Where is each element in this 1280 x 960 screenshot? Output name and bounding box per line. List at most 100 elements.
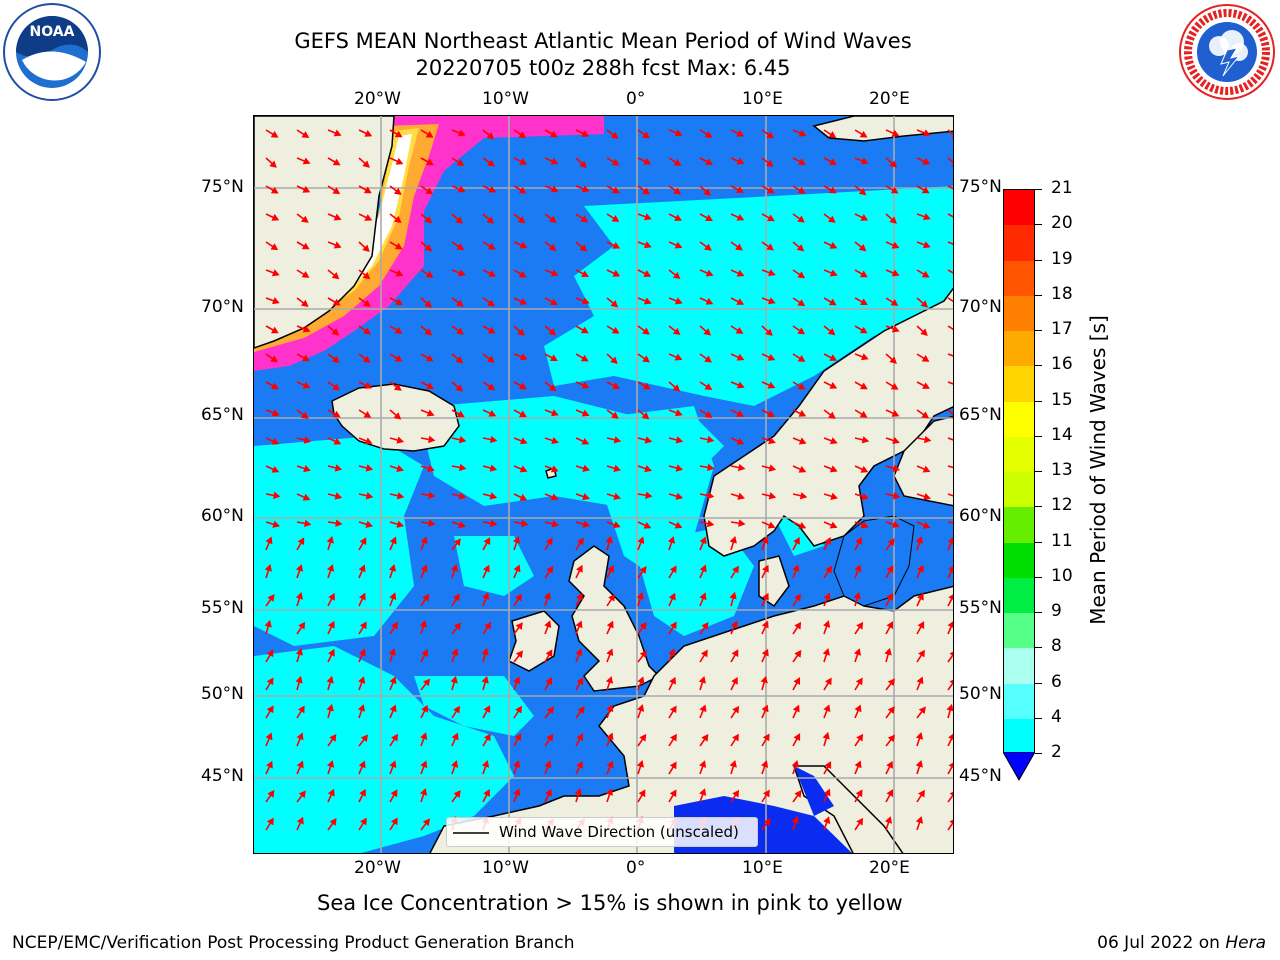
wave-direction-arrowhead	[295, 564, 304, 572]
wave-direction-arrowhead	[425, 270, 434, 278]
wave-direction-arrowhead	[270, 326, 279, 334]
wave-direction-arrowhead	[704, 243, 712, 251]
wave-direction-arrowhead	[761, 648, 769, 657]
wave-direction-arrowhead	[579, 160, 587, 168]
wave-direction-arrowhead	[545, 677, 553, 685]
colorbar-tick-label: 15	[1051, 389, 1073, 410]
wave-direction-arrowhead	[422, 678, 431, 687]
wave-direction-arrowhead	[421, 704, 428, 713]
wave-direction-arrowhead	[550, 465, 559, 473]
wave-direction-arrow	[947, 185, 953, 190]
wave-direction-arrowhead	[736, 186, 744, 193]
wave-direction-arrowhead	[794, 790, 802, 798]
wave-direction-arrowhead	[360, 734, 369, 743]
wave-direction-arrowhead	[420, 536, 428, 545]
colorbar-band	[1004, 683, 1034, 720]
wave-direction-arrowhead	[823, 788, 831, 797]
wave-direction-arrowhead	[272, 297, 280, 305]
wave-direction-arrowhead	[829, 521, 838, 529]
wave-direction-arrowhead	[641, 412, 650, 420]
wave-direction-arrowhead	[483, 789, 490, 797]
wave-direction-arrowhead	[797, 186, 806, 194]
wave-direction-arrowhead	[884, 647, 892, 656]
wave-direction-arrowhead	[333, 213, 342, 221]
wave-direction-arrowhead	[829, 158, 837, 166]
colorbar-extend-arrow	[1003, 752, 1035, 782]
wave-direction-arrowhead	[519, 353, 528, 361]
wave-direction-arrowhead	[551, 520, 560, 528]
wave-direction-arrowhead	[736, 157, 745, 165]
wave-direction-arrowhead	[892, 492, 901, 500]
wave-direction-arrowhead	[674, 409, 683, 417]
wave-direction-arrowhead	[453, 705, 461, 714]
wave-direction-arrowhead	[797, 382, 806, 390]
wave-direction-arrowhead	[362, 244, 370, 252]
wave-direction-arrowhead	[271, 213, 280, 221]
wave-direction-arrowhead	[890, 299, 899, 306]
colorbar-tick-label: 21	[1051, 178, 1073, 198]
wave-direction-arrowhead	[453, 790, 461, 798]
wave-direction-arrowhead	[455, 356, 464, 364]
wave-direction-arrowhead	[699, 788, 707, 796]
lat-label-right-45n: 45°N	[959, 766, 1002, 786]
wave-direction-arrowhead	[829, 382, 838, 389]
wave-direction-arrowhead	[951, 164, 953, 167]
colorbar-label: Mean Period of Wind Waves [s]	[1086, 315, 1110, 625]
wave-direction-arrowhead	[270, 186, 279, 194]
wave-direction-arrowhead	[767, 214, 775, 222]
wave-direction-arrowhead	[358, 592, 366, 601]
wave-direction-arrowhead	[326, 703, 334, 712]
wave-direction-arrowhead	[456, 159, 465, 166]
wave-direction-arrowhead	[606, 620, 614, 629]
wave-direction-arrowhead	[704, 130, 713, 138]
wave-direction-arrowhead	[458, 436, 467, 444]
wave-direction-arrowhead	[273, 491, 281, 500]
wave-direction-arrowhead	[488, 270, 497, 277]
wave-direction-arrowhead	[576, 592, 583, 601]
wave-direction-arrowhead	[915, 536, 923, 544]
colorbar-band	[1004, 401, 1034, 438]
wave-direction-arrowhead	[824, 761, 832, 769]
wave-direction-arrowhead	[390, 789, 398, 798]
wave-direction-arrowhead	[301, 131, 310, 139]
wave-direction-arrowhead	[613, 521, 621, 529]
wave-direction-arrowhead	[765, 159, 774, 168]
wave-direction-arrowhead	[304, 519, 312, 528]
wave-direction-arrowhead	[483, 537, 491, 545]
wave-direction-arrowhead	[611, 158, 620, 166]
wave-direction-arrowhead	[729, 536, 737, 544]
wave-direction-arrowhead	[798, 158, 806, 166]
wave-direction-arrowhead	[643, 521, 652, 529]
wave-direction-arrowhead	[921, 411, 930, 419]
wave-direction-arrowhead	[761, 620, 769, 629]
wave-direction-arrowhead	[860, 298, 868, 305]
colorbar-tick-mark	[1035, 224, 1042, 226]
legend-label: Wind Wave Direction (unscaled)	[499, 823, 739, 841]
wave-direction-arrowhead	[428, 435, 436, 444]
wave-direction-arrowhead	[828, 411, 836, 419]
wave-direction-arrowhead	[704, 411, 713, 418]
wave-direction-arrowhead	[483, 705, 491, 713]
lon-label-top-20e: 20°E	[869, 89, 910, 109]
wave-direction-arrowhead	[858, 244, 867, 252]
wave-direction-arrowhead	[669, 705, 677, 714]
wave-direction-arrowhead	[576, 677, 584, 686]
graticule	[254, 116, 953, 853]
wave-direction-arrowhead	[548, 243, 557, 252]
wave-direction-arrowhead	[302, 157, 311, 165]
wave-direction-arrow	[947, 157, 953, 164]
wave-direction-arrowhead	[823, 704, 831, 713]
wave-direction-arrowhead	[828, 186, 837, 194]
wave-direction-arrowhead	[884, 816, 893, 824]
wave-direction-arrowhead	[489, 519, 498, 528]
wave-direction-arrow	[947, 821, 953, 831]
wave-direction-arrowhead	[518, 270, 527, 278]
wave-direction-arrowhead	[860, 521, 869, 529]
wave-direction-arrowhead	[362, 272, 371, 280]
wave-direction-arrowhead	[394, 354, 403, 362]
colorbar-tick-label: 18	[1051, 283, 1073, 304]
wave-direction-arrowhead	[297, 537, 305, 546]
wave-direction-arrowhead	[458, 463, 467, 472]
wave-direction-arrowhead	[674, 521, 683, 529]
wave-direction-arrowhead	[519, 465, 528, 473]
